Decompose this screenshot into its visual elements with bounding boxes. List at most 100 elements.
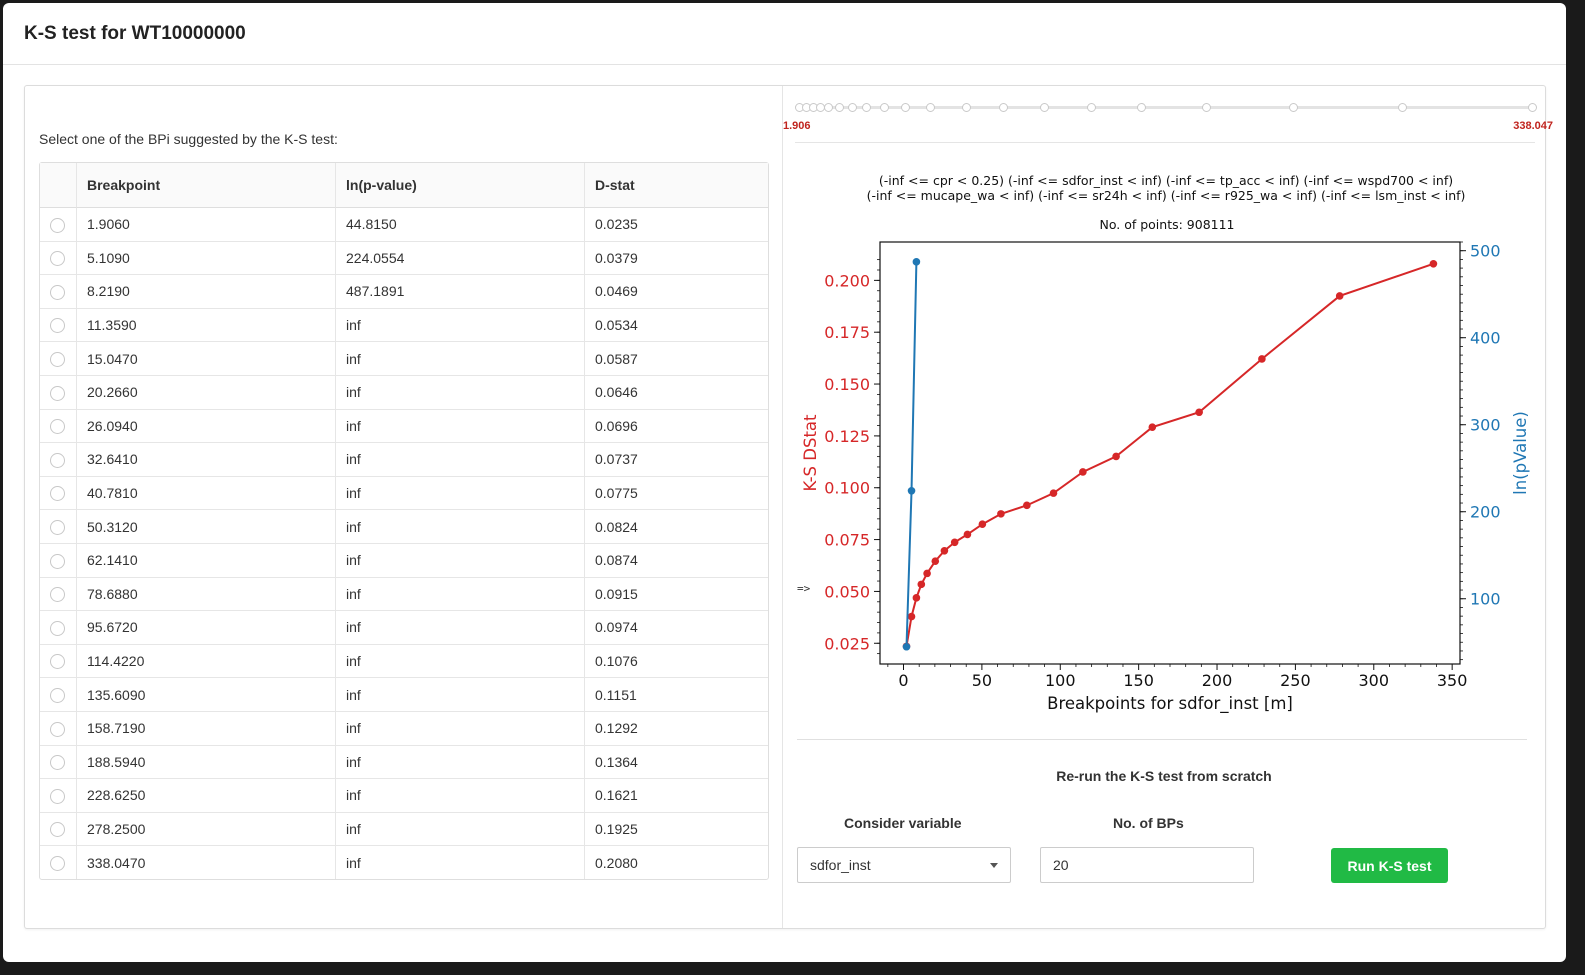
slider-handle[interactable] xyxy=(1136,103,1146,112)
slider-handle[interactable] xyxy=(862,103,872,112)
row-radio-cell[interactable] xyxy=(40,309,76,343)
row-radio-button[interactable] xyxy=(50,419,65,435)
table-row[interactable]: 5.1090 224.0554 0.0379 xyxy=(40,241,768,276)
slider-handle[interactable] xyxy=(926,103,936,112)
row-radio-cell[interactable] xyxy=(40,746,76,780)
row-radio-button[interactable] xyxy=(50,688,65,703)
y-left-tick-label: 0.125 xyxy=(824,427,870,446)
slider-handle[interactable] xyxy=(1289,103,1299,112)
table-row[interactable]: 158.7190 inf 0.1292 xyxy=(40,711,768,746)
row-radio-button[interactable] xyxy=(50,486,65,502)
slider-handle[interactable] xyxy=(962,103,972,112)
table-row[interactable]: 278.2500 inf 0.1925 xyxy=(40,812,768,847)
row-radio-button[interactable] xyxy=(50,620,65,636)
table-row[interactable]: 20.2660 inf 0.0646 xyxy=(40,375,768,410)
row-radio-cell[interactable] xyxy=(40,846,76,879)
table-row[interactable]: 1.9060 44.8150 0.0235 xyxy=(40,208,768,242)
row-radio-button[interactable] xyxy=(50,755,65,771)
row-radio-button[interactable] xyxy=(50,385,65,401)
breakpoint-cell: 11.3590 xyxy=(76,308,335,343)
row-radio-cell[interactable] xyxy=(40,712,76,746)
pvalue-cell: inf xyxy=(335,409,584,444)
breakpoint-cell: 32.6410 xyxy=(76,443,335,477)
slider-handle[interactable] xyxy=(1528,103,1537,112)
dstat-cell: 0.2080 xyxy=(584,846,768,879)
row-radio-button[interactable] xyxy=(50,587,65,603)
slider-handle[interactable] xyxy=(847,103,857,112)
slider-handle[interactable] xyxy=(823,103,833,112)
x-tick-label: 100 xyxy=(1045,671,1076,690)
modal-window: K-S test for WT10000000 Select one of th… xyxy=(3,3,1566,962)
table-row[interactable]: 135.6090 inf 0.1151 xyxy=(40,678,768,712)
slider-handle[interactable] xyxy=(835,103,845,112)
row-radio-button[interactable] xyxy=(50,855,65,871)
row-radio-cell[interactable] xyxy=(40,342,76,376)
num-bps-input[interactable] xyxy=(1040,847,1254,883)
slider-handle[interactable] xyxy=(1397,103,1407,112)
row-radio-button[interactable] xyxy=(50,822,65,838)
row-radio-button[interactable] xyxy=(50,318,65,334)
breakpoint-cell: 40.7810 xyxy=(76,476,335,511)
table-row[interactable]: 62.1410 inf 0.0874 xyxy=(40,543,768,578)
row-radio-button[interactable] xyxy=(50,721,65,737)
slider-handle[interactable] xyxy=(999,103,1009,112)
row-radio-cell[interactable] xyxy=(40,477,76,511)
row-radio-button[interactable] xyxy=(50,284,65,300)
dstat-cell: 0.0469 xyxy=(584,275,768,309)
row-radio-cell[interactable] xyxy=(40,779,76,813)
table-row[interactable]: 11.3590 inf 0.0534 xyxy=(40,308,768,343)
row-radio-cell[interactable] xyxy=(40,578,76,612)
slider-handle[interactable] xyxy=(1086,103,1096,112)
x-tick-label: 250 xyxy=(1280,671,1311,690)
row-radio-button[interactable] xyxy=(50,352,65,368)
table-row[interactable]: 338.0470 inf 0.2080 xyxy=(40,846,768,879)
slider-handle[interactable] xyxy=(1202,103,1212,112)
table-row[interactable]: 95.6720 inf 0.0974 xyxy=(40,611,768,645)
table-row[interactable]: 26.0940 inf 0.0696 xyxy=(40,409,768,444)
table-row[interactable]: 50.3120 inf 0.0824 xyxy=(40,510,768,544)
breakpoint-cell: 50.3120 xyxy=(76,510,335,544)
row-radio-button[interactable] xyxy=(50,452,65,468)
row-radio-cell[interactable] xyxy=(40,645,76,679)
breakpoint-range-slider[interactable] xyxy=(795,100,1537,114)
slider-handle[interactable] xyxy=(900,103,910,112)
breakpoint-cell: 8.2190 xyxy=(76,275,335,309)
table-row[interactable]: 15.0470 inf 0.0587 xyxy=(40,342,768,376)
run-ks-test-button[interactable]: Run K-S test xyxy=(1331,848,1448,883)
variable-select[interactable]: sdfor_inst xyxy=(797,847,1011,883)
row-radio-button[interactable] xyxy=(50,654,65,670)
table-row[interactable]: 32.6410 inf 0.0737 xyxy=(40,443,768,477)
x-tick-label: 150 xyxy=(1123,671,1154,690)
chevron-down-icon[interactable] xyxy=(990,863,998,868)
row-radio-button[interactable] xyxy=(50,788,65,804)
row-radio-cell[interactable] xyxy=(40,242,76,276)
slider-track[interactable] xyxy=(795,106,1535,109)
row-radio-cell[interactable] xyxy=(40,208,76,242)
table-row[interactable]: 114.4220 inf 0.1076 xyxy=(40,644,768,679)
table-row[interactable]: 228.6250 inf 0.1621 xyxy=(40,779,768,813)
table-row[interactable]: 40.7810 inf 0.0775 xyxy=(40,476,768,511)
row-radio-cell[interactable] xyxy=(40,813,76,847)
row-radio-button[interactable] xyxy=(50,217,65,233)
row-radio-button[interactable] xyxy=(50,251,65,267)
breakpoint-cell: 338.0470 xyxy=(76,846,335,879)
row-radio-cell[interactable] xyxy=(40,678,76,712)
row-radio-button[interactable] xyxy=(50,520,65,536)
row-radio-cell[interactable] xyxy=(40,376,76,410)
row-radio-cell[interactable] xyxy=(40,611,76,645)
pvalue-column-header: ln(p-value) xyxy=(335,163,584,208)
row-radio-cell[interactable] xyxy=(40,443,76,477)
slider-handle[interactable] xyxy=(1040,103,1050,112)
row-radio-cell[interactable] xyxy=(40,410,76,444)
table-row[interactable]: 188.5940 inf 0.1364 xyxy=(40,745,768,780)
ks-test-chart: (-inf <= cpr < 0.25) (-inf <= sdfor_inst… xyxy=(801,173,1530,714)
row-radio-cell[interactable] xyxy=(40,275,76,309)
pvalue-cell: inf xyxy=(335,644,584,679)
row-radio-cell[interactable] xyxy=(40,510,76,544)
row-radio-button[interactable] xyxy=(50,553,65,569)
row-radio-cell[interactable] xyxy=(40,544,76,578)
table-row[interactable]: 8.2190 487.1891 0.0469 xyxy=(40,275,768,309)
table-row[interactable]: 78.6880 inf 0.0915 xyxy=(40,577,768,612)
dstat-cell: 0.0379 xyxy=(584,241,768,276)
slider-handle[interactable] xyxy=(879,103,889,112)
